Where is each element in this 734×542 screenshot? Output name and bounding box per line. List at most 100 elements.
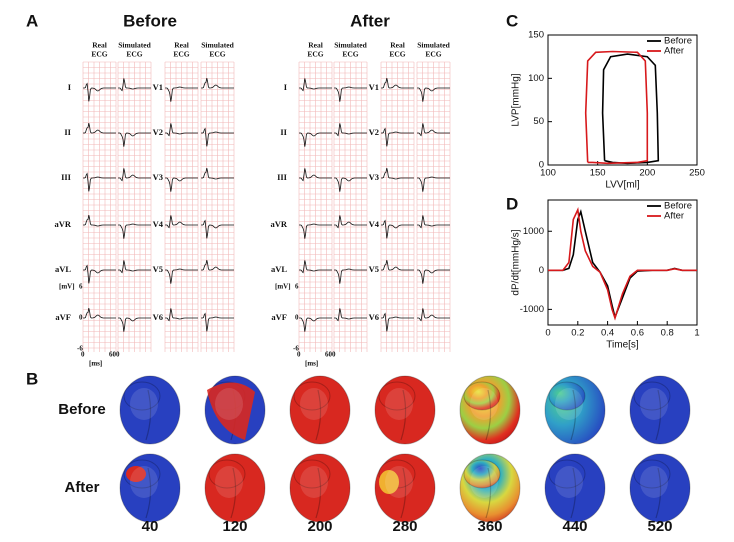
panel-label: C [506,11,518,30]
y-tick-label: 0 [539,265,544,276]
x-axis-title: LVV[ml] [605,180,639,191]
y-axis-title: LVP[mmHg] [511,73,522,126]
heart-shine [555,466,583,498]
heart-shine [470,388,498,420]
heart-groove [145,389,152,441]
heart-shine [300,388,328,420]
series-line [601,53,660,165]
ecg-trace [201,78,234,89]
column-header: Simulated [334,41,367,50]
ecg-trace [299,223,332,239]
heart-groove [570,467,577,519]
lead-label: aVR [270,219,287,229]
ecg-trace [417,215,450,229]
x-tick-label: 0.4 [601,328,614,339]
ecg-trace [165,308,198,322]
plot-frame [547,34,698,166]
time-label: 440 [562,518,587,535]
ecg-trace [118,132,151,147]
lead-label: V3 [153,172,163,182]
series-line [548,208,697,320]
y-tick-label: 0 [539,160,544,171]
ecg-trace [381,312,414,332]
ecg-trace [417,308,450,322]
y-tick-label: 50 [533,116,544,127]
ecg-trace [83,308,116,319]
x-tick-label: 0.2 [571,328,584,339]
ecg-trace [334,177,367,192]
legend-label: Before [664,36,692,47]
heart-lobe [208,459,246,489]
lead-label: II [64,127,71,137]
time-label: 280 [392,518,417,535]
heart-groove [485,467,492,519]
lead-label: aVF [55,312,71,322]
series-line [584,50,649,165]
ecg-trace [83,215,116,227]
heart-shine [385,466,413,498]
heart-groove [230,467,237,519]
heart-lobe [378,381,416,411]
time-label: 200 [307,518,332,535]
scale-label: 0 [295,314,299,322]
lead-label: V1 [369,82,379,92]
x-tick-label: 0.8 [661,328,674,339]
legend-label: After [664,46,684,57]
ecg-trace [165,123,198,137]
heart-groove [400,389,407,441]
heart-shine [470,466,498,498]
time-label: 40 [142,518,159,535]
lead-label: V3 [369,172,379,182]
heart-patch [207,382,255,440]
ecg-trace [417,269,450,284]
scale-label: -6 [77,345,83,353]
lead-label: V1 [153,82,163,92]
ecg-trace [417,87,450,102]
y-tick-label: 1000 [523,226,544,237]
lead-label: V5 [369,264,379,274]
x-tick-label: 0.6 [631,328,644,339]
column-header: Real [174,41,189,50]
ecg-trace [118,168,151,182]
y-tick-label: 100 [528,73,544,84]
lead-label: aVL [55,264,71,274]
ecg-trace [334,123,367,137]
ecg-trace [381,168,414,180]
ecg-trace [165,215,198,229]
series-line [548,207,697,321]
lead-label: V5 [153,264,163,274]
x-axis-title: Time[s] [606,340,639,351]
ecg-trace [118,260,151,274]
lead-label: V4 [369,219,380,229]
lead-label: III [61,172,72,182]
x-tick-label: 100 [540,168,556,179]
scale-label: [ms] [89,360,102,368]
lead-label: V4 [153,219,164,229]
y-axis-title: dP/dt[mmHg/s] [511,229,522,295]
column-header: ECG [126,50,142,59]
ecg-trace [118,223,151,239]
ecg-trace [334,86,367,102]
panel-label: A [26,11,38,30]
ecg-trace [334,308,367,322]
scale-label: 600 [325,351,336,359]
heart-shine [215,466,243,498]
heart-shine [130,388,158,420]
column-header: Simulated [118,41,151,50]
ecg-trace [165,86,198,102]
scale-label: 0 [297,351,301,359]
panel-label: B [26,369,38,388]
heart-shine [640,466,668,498]
heart-patch [379,470,399,494]
plot-frame [547,199,698,326]
row-label: Before [58,401,106,418]
ecg-trace [83,264,116,284]
scale-label: 0 [81,351,85,359]
heart-groove [485,389,492,441]
lead-label: aVL [271,264,287,274]
heart-shine [215,388,243,420]
ecg-trace [165,268,198,284]
heart-lobe [293,459,331,489]
heart-patch [126,466,146,482]
